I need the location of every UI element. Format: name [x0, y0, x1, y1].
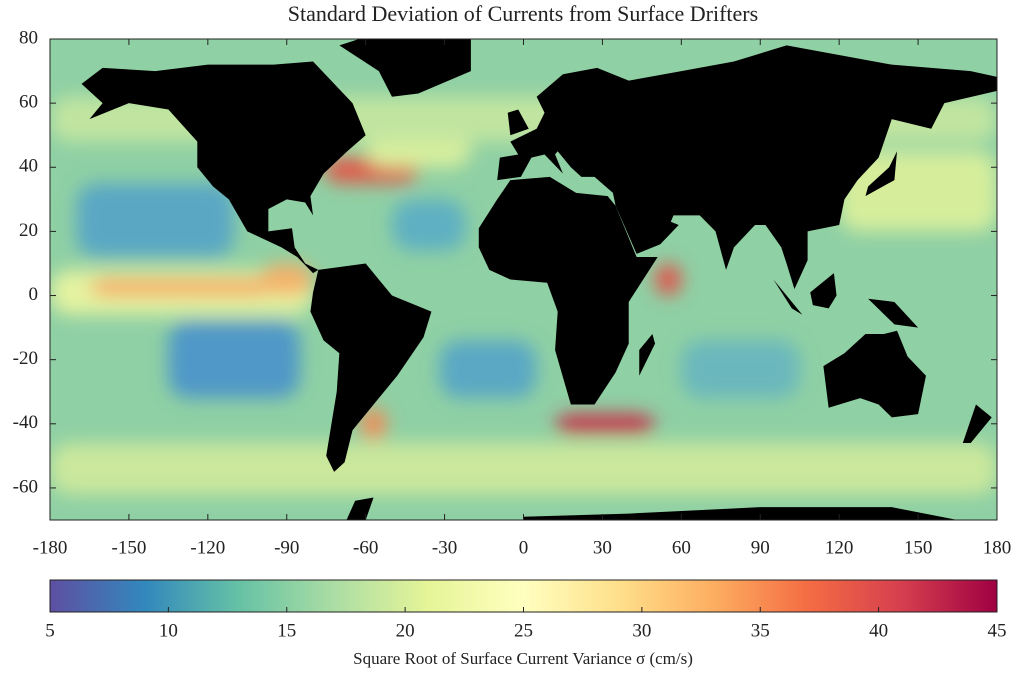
- field-patch: [76, 183, 235, 258]
- map-area: [50, 39, 997, 520]
- landmass: [523, 507, 958, 520]
- field-patch: [839, 151, 997, 232]
- field-patch: [365, 135, 471, 168]
- x-tick-label: 150: [904, 537, 933, 558]
- y-tick-label: -60: [13, 476, 38, 497]
- landmass: [478, 176, 658, 405]
- y-tick-label: 40: [19, 156, 38, 177]
- x-tick-label: -30: [432, 537, 457, 558]
- x-tick-label: -120: [190, 537, 225, 558]
- colorbar-label: Square Root of Surface Current Variance …: [353, 649, 693, 668]
- field-patch: [439, 340, 537, 399]
- landmass: [823, 330, 926, 418]
- colorbar-tick-label: 15: [277, 620, 296, 641]
- landmass: [346, 497, 374, 520]
- x-tick-label: -90: [274, 537, 299, 558]
- field-patch: [50, 443, 997, 495]
- field-patch: [555, 414, 656, 434]
- y-tick-label: 0: [29, 284, 39, 305]
- field-patch: [655, 263, 682, 296]
- field-patch: [391, 199, 466, 251]
- landmass: [339, 39, 471, 97]
- colorbar-tick-label: 5: [45, 620, 55, 641]
- x-tick-label: 60: [672, 537, 691, 558]
- colorbar-tick-label: 30: [632, 620, 651, 641]
- landmass: [310, 263, 432, 472]
- landmass: [773, 279, 803, 315]
- colorbar: [49, 579, 998, 613]
- x-tick-label: 0: [519, 537, 529, 558]
- map-title: Standard Deviation of Currents from Surf…: [288, 1, 758, 26]
- colorbar-tick-label: 40: [869, 620, 888, 641]
- x-tick-label: 120: [825, 537, 854, 558]
- colorbar-tick-label: 10: [159, 620, 178, 641]
- y-tick-label: 20: [19, 220, 38, 241]
- field-patch: [168, 321, 300, 399]
- x-tick-label: 30: [593, 537, 612, 558]
- landmass: [497, 45, 997, 290]
- x-tick-label: -180: [33, 537, 68, 558]
- landmass: [962, 404, 992, 444]
- y-tick-label: -20: [13, 348, 38, 369]
- landmass: [810, 273, 837, 309]
- colorbar-tick-label: 20: [396, 620, 415, 641]
- colorbar-tick-label: 25: [514, 620, 533, 641]
- y-tick-label: 80: [19, 27, 38, 48]
- x-tick-label: 180: [983, 537, 1012, 558]
- landmass: [639, 334, 656, 376]
- y-tick-label: 60: [19, 91, 38, 112]
- x-tick-label: 90: [751, 537, 770, 558]
- colorbar-tick-label: 45: [988, 620, 1007, 641]
- landmass: [507, 109, 529, 136]
- colorbar-tick-label: 35: [751, 620, 770, 641]
- landmass: [865, 151, 898, 197]
- land: [81, 39, 997, 520]
- x-tick-label: -150: [112, 537, 147, 558]
- field-patch: [89, 279, 274, 296]
- x-tick-label: -60: [353, 537, 378, 558]
- field-patch: [681, 340, 800, 399]
- field-patch: [360, 407, 387, 440]
- landmass: [868, 298, 919, 328]
- y-tick-label: -40: [13, 412, 38, 433]
- landmass: [81, 61, 366, 274]
- field-patch: [260, 263, 314, 296]
